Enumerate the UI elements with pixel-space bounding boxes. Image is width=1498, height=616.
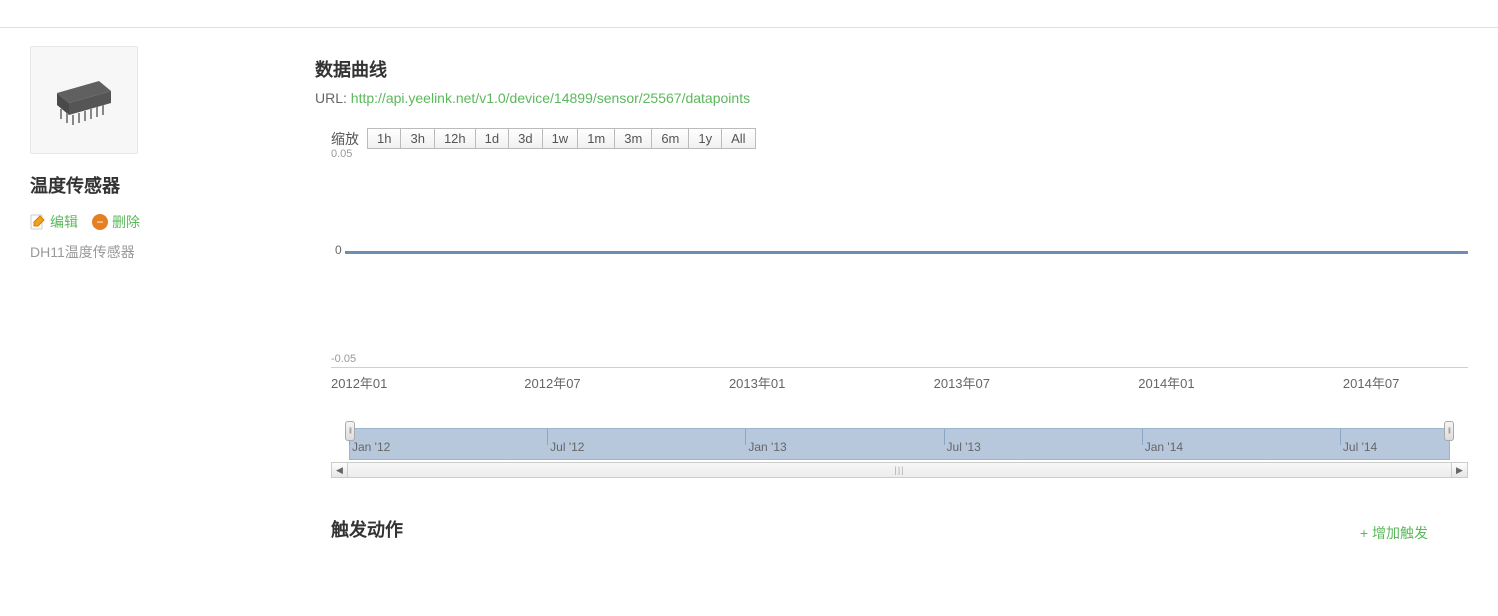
y-tick-bottom: -0.05 bbox=[331, 353, 356, 365]
y-tick-mid: 0 bbox=[335, 243, 342, 257]
zoom-btn-1d[interactable]: 1d bbox=[475, 128, 509, 149]
scroll-left-button[interactable]: ◀ bbox=[332, 463, 348, 477]
zoom-btn-1w[interactable]: 1w bbox=[542, 128, 579, 149]
x-tick: 2012年01 bbox=[331, 373, 387, 392]
navigator-handle-right[interactable] bbox=[1444, 421, 1454, 441]
nav-tick: Jul '14 bbox=[1343, 440, 1377, 454]
chart-area[interactable]: 0 -0.05 2012年012012年072013年012013年072014… bbox=[331, 153, 1468, 368]
x-tick: 2013年07 bbox=[934, 373, 990, 392]
nav-tick: Jul '12 bbox=[550, 440, 584, 454]
api-url-link[interactable]: http://api.yeelink.net/v1.0/device/14899… bbox=[351, 90, 750, 106]
sensor-name: 温度传感器 bbox=[30, 172, 315, 198]
scroll-track[interactable]: ||| bbox=[348, 463, 1451, 477]
nav-tick-line bbox=[944, 429, 945, 445]
trigger-title: 触发动作 bbox=[331, 516, 403, 542]
nav-tick-line bbox=[745, 429, 746, 445]
zoom-btn-3d[interactable]: 3d bbox=[508, 128, 542, 149]
edit-label: 编辑 bbox=[50, 212, 78, 232]
trigger-section: 触发动作 + 增加触发 bbox=[331, 516, 1468, 550]
zoom-btn-3h[interactable]: 3h bbox=[400, 128, 434, 149]
zoom-label: 缩放 bbox=[331, 129, 359, 149]
zoom-btn-1h[interactable]: 1h bbox=[367, 128, 401, 149]
chart-navigator[interactable]: Jan '12 Jul '12 Jan '13 Jul '13 Jan '14 Jul '… bbox=[331, 426, 1468, 480]
zoom-btn-6m[interactable]: 6m bbox=[651, 128, 689, 149]
zoom-btn-3m[interactable]: 3m bbox=[614, 128, 652, 149]
navigator-scrollbar: ◀ ||| ▶ bbox=[331, 462, 1468, 478]
chart-title: 数据曲线 bbox=[315, 56, 1468, 82]
sidebar: 温度传感器 编辑 − 删除 DH11温度传感器 bbox=[30, 28, 315, 550]
nav-tick-line bbox=[1142, 429, 1143, 445]
url-row: URL: http://api.yeelink.net/v1.0/device/… bbox=[315, 90, 1468, 106]
navigator-ticks: Jan '12 Jul '12 Jan '13 Jul '13 Jan '14 Jul '… bbox=[349, 426, 1450, 460]
nav-tick: Jul '13 bbox=[947, 440, 981, 454]
chart-data-line bbox=[345, 251, 1468, 254]
chip-icon bbox=[49, 73, 119, 128]
x-tick: 2014年07 bbox=[1343, 373, 1399, 392]
nav-tick: Jan '12 bbox=[352, 440, 390, 454]
main-content: 数据曲线 URL: http://api.yeelink.net/v1.0/de… bbox=[315, 28, 1468, 550]
scroll-right-button[interactable]: ▶ bbox=[1451, 463, 1467, 477]
edit-icon bbox=[30, 214, 46, 230]
x-tick: 2013年01 bbox=[729, 373, 785, 392]
zoom-button-group: 1h3h12h1d3d1w1m3m6m1yAll bbox=[367, 128, 756, 149]
nav-tick-line bbox=[1340, 429, 1341, 445]
zoom-btn-all[interactable]: All bbox=[721, 128, 755, 149]
zoom-btn-1y[interactable]: 1y bbox=[688, 128, 722, 149]
delete-icon: − bbox=[92, 214, 108, 230]
x-tick: 2012年07 bbox=[524, 373, 580, 392]
sensor-actions: 编辑 − 删除 bbox=[30, 212, 315, 232]
edit-link[interactable]: 编辑 bbox=[30, 212, 78, 232]
sensor-image bbox=[30, 46, 138, 154]
navigator-handle-left[interactable] bbox=[345, 421, 355, 441]
nav-tick: Jan '13 bbox=[748, 440, 786, 454]
zoom-btn-12h[interactable]: 12h bbox=[434, 128, 476, 149]
delete-label: 删除 bbox=[112, 212, 140, 232]
zoom-controls: 缩放 0.05 1h3h12h1d3d1w1m3m6m1yAll bbox=[315, 128, 1468, 149]
nav-tick: Jan '14 bbox=[1145, 440, 1183, 454]
x-tick: 2014年01 bbox=[1138, 373, 1194, 392]
chart-x-axis bbox=[331, 367, 1468, 368]
url-label: URL: bbox=[315, 90, 347, 106]
add-trigger-link[interactable]: + 增加触发 bbox=[1360, 523, 1428, 543]
page-container: 温度传感器 编辑 − 删除 DH11温度传感器 数据曲线 URL: http:/… bbox=[0, 28, 1498, 550]
delete-link[interactable]: − 删除 bbox=[92, 212, 140, 232]
zoom-btn-1m[interactable]: 1m bbox=[577, 128, 615, 149]
nav-tick-line bbox=[547, 429, 548, 445]
sensor-description: DH11温度传感器 bbox=[30, 242, 315, 262]
